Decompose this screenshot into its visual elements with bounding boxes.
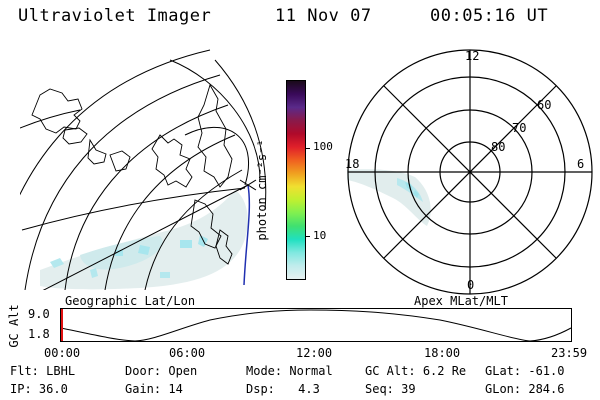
timeline-ytick: 1.8	[28, 327, 50, 341]
glon-info: GLon: 284.6	[485, 382, 565, 396]
timeline-ytick: 9.0	[28, 307, 50, 321]
mode-info: Mode: Normal	[246, 364, 333, 378]
timeline-xtick: 18:00	[424, 346, 461, 360]
subsatellite-marker	[239, 179, 257, 191]
colorbar-tick-label: 100	[313, 140, 333, 153]
gc-alt-info: GC Alt: 6.2 Re	[365, 364, 467, 378]
colorbar	[286, 80, 306, 280]
mlt-label-right: 6	[577, 157, 585, 171]
geographic-map	[20, 49, 267, 290]
auroral-emission-polar	[347, 169, 431, 226]
polar-plot-label: Apex MLat/MLT	[414, 294, 508, 308]
instrument-title: Ultraviolet Imager	[18, 6, 212, 26]
glat-info: GLat: -61.0	[485, 364, 565, 378]
colorbar-unit-label: photon cm⁻²s⁻¹	[255, 139, 269, 241]
geo-map-label: Geographic Lat/Lon	[65, 294, 196, 308]
timeline-xtick: 12:00	[296, 346, 333, 360]
orbit-track	[243, 184, 251, 286]
polar-plot	[347, 49, 593, 295]
dsp-info: Dsp: 4.3	[246, 382, 320, 396]
door-info: Door: Open	[125, 364, 198, 378]
mlat-label: 80	[491, 140, 506, 154]
mlt-label-left: 18	[345, 157, 360, 171]
coastlines	[31, 83, 233, 265]
colorbar-tick-label: 10	[313, 229, 327, 242]
colorbar-gradient	[287, 81, 305, 279]
altitude-curve	[60, 309, 572, 342]
observation-date: 11 Nov 07	[275, 6, 372, 26]
colorbar-tick-100	[305, 148, 310, 149]
timeline-xtick: 06:00	[169, 346, 206, 360]
timeline-xtick: 00:00	[44, 346, 81, 360]
colorbar-tick-10	[305, 236, 310, 237]
timeline-ylabel: GC Alt	[7, 304, 21, 348]
mlat-label: 60	[537, 98, 552, 112]
timeline-xtick: 23:59	[551, 346, 588, 360]
filter-info: Flt: LBHL	[10, 364, 76, 378]
polar-grid	[347, 49, 593, 295]
observation-time: 00:05:16 UT	[430, 6, 549, 26]
gain-info: Gain: 14	[125, 382, 183, 396]
ip-info: IP: 36.0	[10, 382, 68, 396]
mlat-label: 70	[512, 121, 527, 135]
seq-info: Seq: 39	[365, 382, 416, 396]
mlt-label-top: 12	[465, 49, 480, 63]
auroral-emission-geo	[40, 190, 248, 290]
altitude-timeline	[60, 308, 572, 342]
mlt-label-bottom: 0	[467, 278, 475, 292]
timeline-frame	[60, 308, 572, 342]
map-grid	[20, 49, 267, 290]
